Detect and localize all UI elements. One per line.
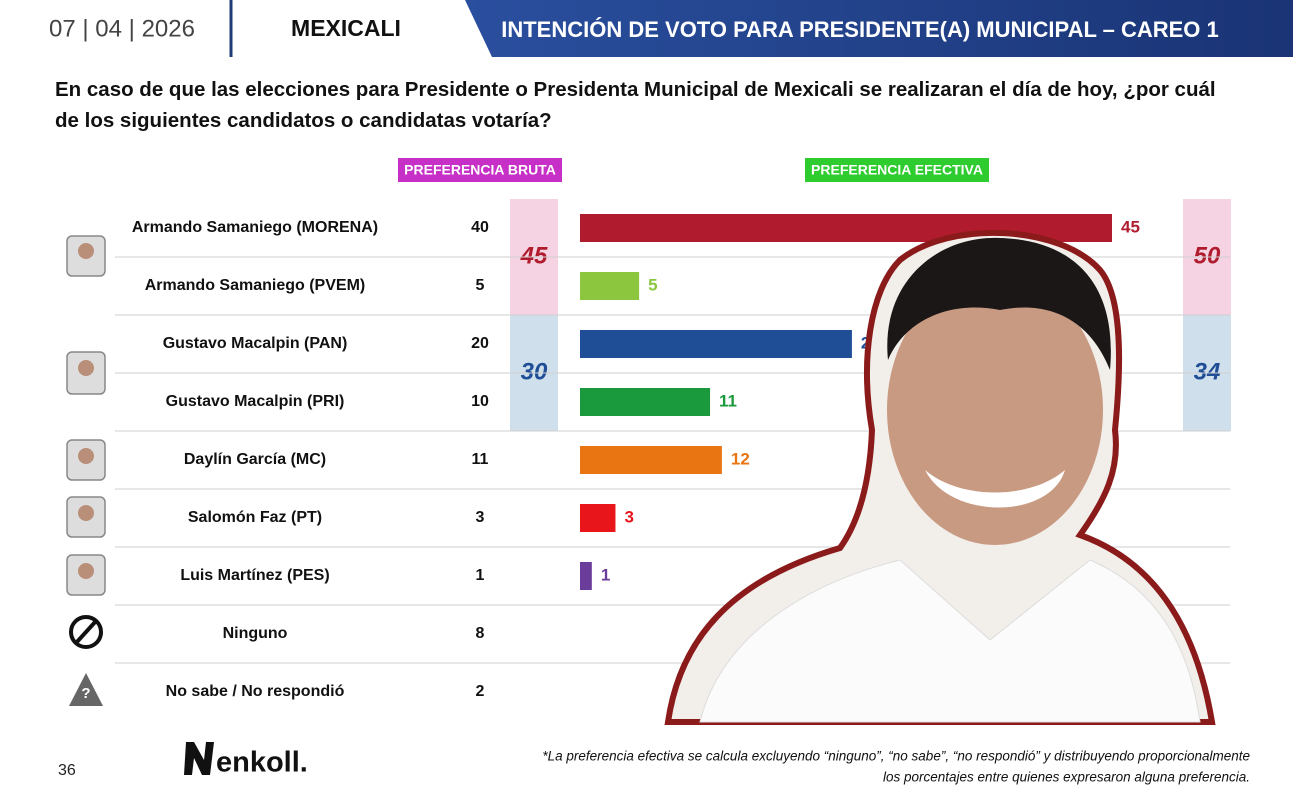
group-total: 30	[521, 358, 548, 385]
page-number: 36	[58, 762, 76, 779]
none-icon	[69, 615, 103, 649]
bruta-value: 20	[471, 335, 489, 352]
avatar-faces	[78, 243, 94, 579]
bruta-value: 11	[472, 451, 489, 468]
bar	[580, 562, 592, 590]
group-total: 34	[1194, 358, 1221, 385]
bar	[580, 446, 722, 474]
avatars	[66, 235, 106, 596]
none-icon	[74, 619, 98, 645]
layout: 07 | 04 | 2026 MEXICALI INTENCIÓN DE VOT…	[49, 0, 1293, 785]
bar	[580, 388, 711, 416]
category-label: Armando Samaniego (MORENA)	[132, 219, 378, 236]
group-total: 45	[520, 242, 548, 269]
footnote: *La preferencia efectiva se calcula excl…	[542, 749, 1250, 764]
category-label: Ninguno	[223, 625, 288, 642]
bar-label: 45	[1121, 217, 1140, 236]
bar-label: 3	[624, 507, 633, 526]
category-label: Luis Martínez (PES)	[180, 567, 329, 584]
header-bg	[805, 158, 989, 182]
group-total: 50	[1194, 242, 1221, 269]
bar	[580, 272, 640, 300]
category-label: Salomón Faz (PT)	[188, 509, 322, 526]
bruta-value: 2	[476, 683, 485, 700]
unknown-icon: ?	[81, 685, 90, 702]
header-bg	[398, 158, 562, 182]
column-header: PREFERENCIA BRUTA	[404, 162, 556, 178]
bruta-value: 8	[476, 625, 485, 642]
rows: 45 50 30 34 Armando Samaniego (MORENA) 40 45 Ar…	[115, 199, 1231, 700]
bar-label: 1	[601, 565, 610, 584]
bruta-value: 10	[471, 393, 489, 410]
date: 07 | 04 | 2026	[49, 15, 195, 42]
bruta-value: 1	[476, 567, 485, 584]
bruta-value: 3	[476, 509, 485, 526]
logo-mark	[184, 742, 214, 775]
category-label: Daylín García (MC)	[184, 451, 326, 468]
bar-label: 11	[719, 391, 737, 410]
category-label: Armando Samaniego (PVEM)	[145, 277, 365, 294]
category-label: No sabe / No respondió	[166, 683, 345, 700]
chart-title: INTENCIÓN DE VOTO PARA PRESIDENTE(A) MUN…	[501, 17, 1219, 42]
category-label: Gustavo Macalpin (PRI)	[166, 393, 345, 410]
footnote: los porcentajes entre quienes expresaron…	[883, 770, 1250, 785]
bar-label: 5	[648, 275, 657, 294]
column-header: PREFERENCIA EFECTIVA	[811, 162, 983, 178]
logo: enkoll.	[216, 747, 308, 779]
question: En caso de que las elecciones para Presi…	[55, 78, 1216, 132]
photo	[664, 229, 1216, 725]
unknown-icon	[69, 673, 103, 706]
bar	[580, 330, 852, 358]
category-label: Gustavo Macalpin (PAN)	[163, 335, 348, 352]
bar	[580, 504, 616, 532]
city: MEXICALI	[291, 15, 401, 41]
title-banner	[465, 0, 1293, 57]
bruta-value: 5	[476, 277, 485, 294]
bruta-value: 40	[471, 219, 489, 236]
bar-label: 12	[731, 449, 750, 468]
